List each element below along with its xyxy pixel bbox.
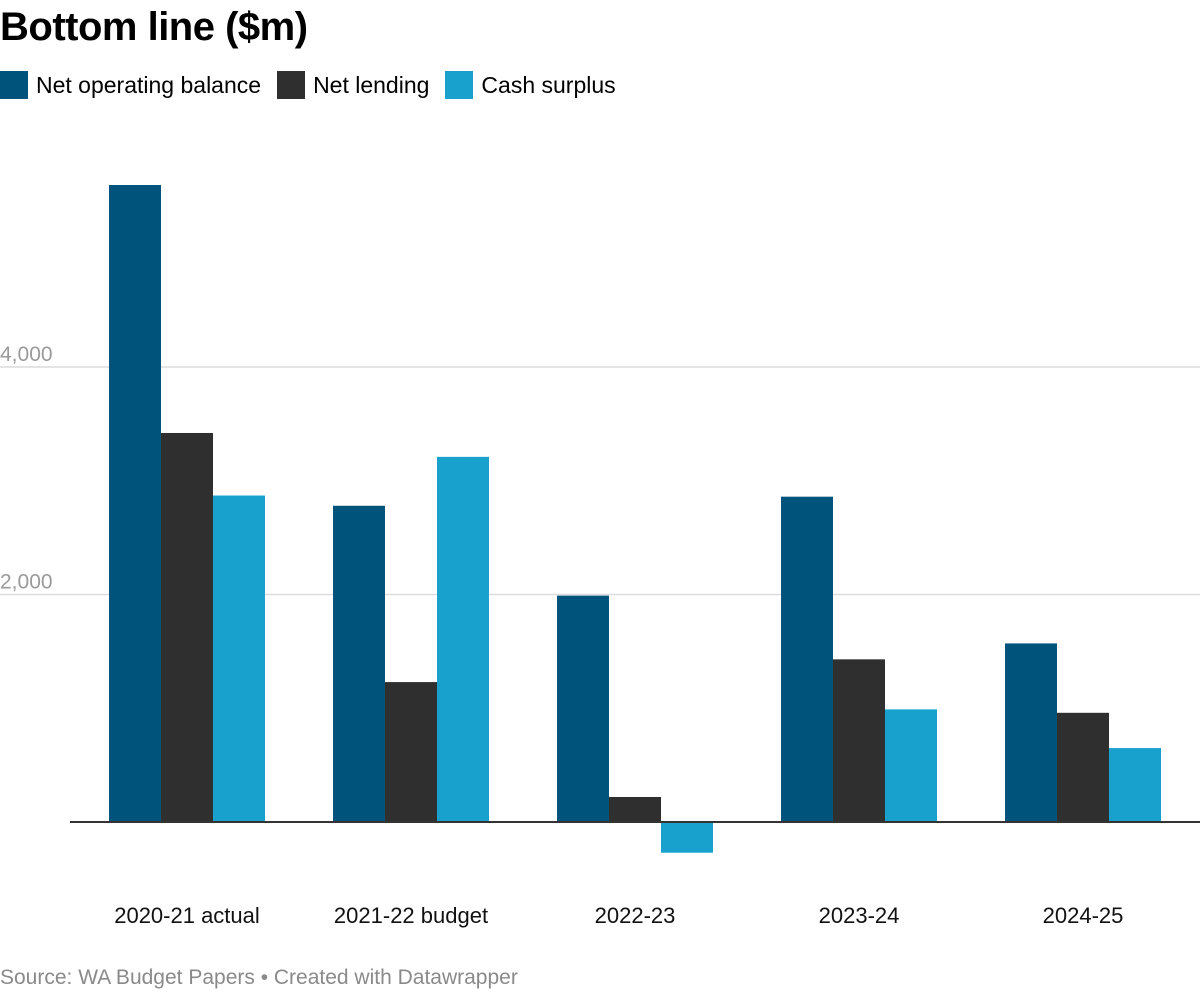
bar-net-operating-balance-3	[781, 496, 833, 822]
y-tick-label-2,000: 2,000	[0, 571, 53, 594]
bar-net-operating-balance-1	[333, 505, 385, 822]
legend-label-net-lending: Net lending	[313, 72, 430, 98]
bar-net-operating-balance-2	[557, 595, 609, 822]
bar-net-lending-1	[385, 682, 437, 822]
legend-item-net-lending: Net lending	[277, 70, 429, 100]
chart-legend: Net operating balance Net lending Cash s…	[0, 70, 632, 100]
bar-net-lending-3	[833, 659, 885, 822]
bars	[109, 185, 1161, 853]
chart-title: Bottom line ($m)	[0, 5, 308, 49]
x-tick-label-4: 2024-25	[1043, 903, 1124, 928]
legend-swatch-net-operating-balance	[0, 71, 28, 99]
source-note: Source: WA Budget Papers • Created with …	[0, 966, 518, 989]
bar-cash-surplus-2	[661, 822, 713, 853]
legend-item-cash-surplus: Cash surplus	[445, 70, 616, 100]
bar-net-lending-4	[1057, 712, 1109, 822]
x-tick-label-2: 2022-23	[595, 903, 676, 928]
bar-net-lending-2	[609, 796, 661, 822]
legend-label-cash-surplus: Cash surplus	[481, 72, 616, 98]
legend-item-net-operating-balance: Net operating balance	[0, 70, 261, 100]
bar-net-operating-balance-0	[109, 185, 161, 822]
x-tick-label-3: 2023-24	[819, 903, 900, 928]
bar-net-operating-balance-4	[1005, 643, 1057, 822]
y-tick-label-4,000: 4,000	[0, 343, 53, 366]
bar-cash-surplus-1	[437, 456, 489, 822]
legend-swatch-cash-surplus	[445, 71, 474, 99]
bar-net-lending-0	[161, 432, 213, 822]
bar-cash-surplus-4	[1109, 748, 1161, 822]
bar-cash-surplus-0	[213, 495, 265, 822]
legend-swatch-net-lending	[277, 71, 306, 99]
legend-label-net-operating-balance: Net operating balance	[36, 72, 262, 98]
x-tick-label-1: 2021-22 budget	[334, 903, 488, 928]
bar-cash-surplus-3	[885, 709, 937, 822]
category-labels: 2020-21 actual 2021-22 budget 2022-23 2023-…	[114, 903, 1123, 928]
x-tick-label-0: 2020-21 actual	[114, 903, 260, 928]
